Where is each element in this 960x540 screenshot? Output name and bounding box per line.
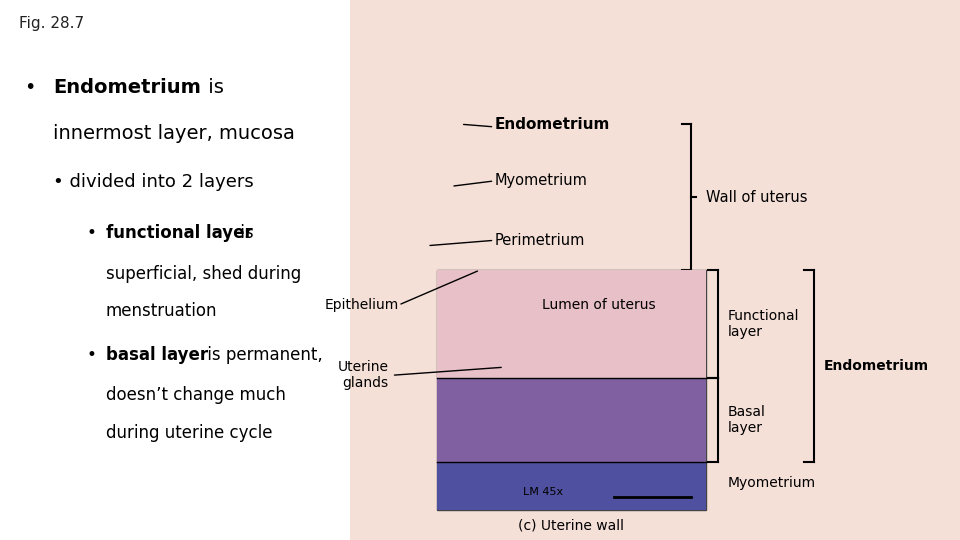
Text: • divided into 2 layers: • divided into 2 layers bbox=[53, 173, 253, 191]
Text: Functional
layer: Functional layer bbox=[728, 309, 799, 339]
FancyBboxPatch shape bbox=[437, 378, 706, 462]
Text: Epithelium: Epithelium bbox=[324, 298, 398, 312]
Text: is permanent,: is permanent, bbox=[202, 346, 323, 363]
Text: Basal
layer: Basal layer bbox=[728, 405, 765, 435]
Text: during uterine cycle: during uterine cycle bbox=[106, 424, 272, 442]
Text: Wall of uterus: Wall of uterus bbox=[706, 190, 807, 205]
Text: superficial, shed during: superficial, shed during bbox=[106, 265, 300, 282]
FancyBboxPatch shape bbox=[437, 270, 706, 510]
Text: Endometrium: Endometrium bbox=[824, 359, 929, 373]
Text: innermost layer, mucosa: innermost layer, mucosa bbox=[53, 124, 295, 143]
Text: •: • bbox=[86, 346, 96, 363]
Text: Endometrium: Endometrium bbox=[494, 117, 610, 132]
FancyBboxPatch shape bbox=[437, 270, 706, 378]
Text: Perimetrium: Perimetrium bbox=[494, 233, 585, 248]
Text: Myometrium: Myometrium bbox=[494, 173, 588, 188]
Text: (c) Uterine wall: (c) Uterine wall bbox=[518, 519, 624, 533]
Text: LM 45x: LM 45x bbox=[523, 487, 564, 497]
Text: Fig. 28.7: Fig. 28.7 bbox=[19, 16, 84, 31]
Text: Uterine
glands: Uterine glands bbox=[338, 360, 389, 390]
Text: is: is bbox=[202, 78, 224, 97]
FancyBboxPatch shape bbox=[350, 0, 960, 540]
Text: •: • bbox=[24, 78, 36, 97]
Text: is: is bbox=[235, 224, 253, 242]
Text: basal layer: basal layer bbox=[106, 346, 207, 363]
Text: •: • bbox=[86, 224, 96, 242]
Text: Lumen of uterus: Lumen of uterus bbox=[542, 298, 656, 312]
Text: Myometrium: Myometrium bbox=[728, 476, 816, 490]
FancyBboxPatch shape bbox=[437, 462, 706, 510]
Text: doesn’t change much: doesn’t change much bbox=[106, 386, 285, 404]
Text: functional layer: functional layer bbox=[106, 224, 252, 242]
Text: menstruation: menstruation bbox=[106, 302, 217, 320]
Text: Endometrium: Endometrium bbox=[53, 78, 201, 97]
